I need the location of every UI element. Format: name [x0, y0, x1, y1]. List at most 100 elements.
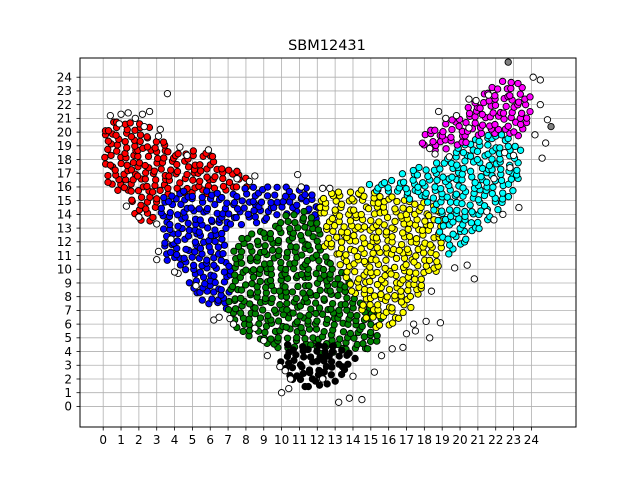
data-point	[173, 211, 182, 219]
data-point	[196, 216, 204, 224]
data-point	[196, 177, 204, 185]
data-point	[506, 164, 514, 172]
x-tick-label: 16	[381, 433, 396, 447]
y-tick-label: 0	[64, 400, 72, 414]
data-point	[160, 154, 168, 162]
data-point	[153, 255, 161, 264]
data-point	[547, 122, 555, 131]
data-point	[348, 195, 356, 203]
data-point	[316, 286, 324, 294]
data-point	[308, 191, 316, 199]
data-point	[218, 229, 226, 238]
data-point	[246, 300, 254, 308]
data-point	[538, 154, 546, 162]
data-point	[348, 287, 356, 295]
data-point	[385, 285, 394, 294]
data-point	[211, 226, 219, 234]
data-point	[470, 275, 478, 283]
data-point	[399, 229, 407, 237]
data-point	[351, 267, 359, 276]
data-point	[350, 247, 359, 255]
y-tick-label: 16	[57, 180, 72, 194]
data-point	[220, 241, 229, 249]
data-point	[282, 265, 290, 274]
data-point	[405, 195, 414, 203]
data-point	[458, 200, 466, 208]
data-point	[170, 268, 179, 276]
data-point	[493, 85, 502, 93]
data-point	[306, 353, 315, 361]
data-point	[402, 210, 410, 219]
data-point	[176, 143, 184, 151]
data-point	[423, 198, 432, 206]
data-point	[284, 217, 292, 226]
data-point	[358, 395, 366, 404]
data-point	[502, 102, 510, 111]
data-point	[373, 244, 381, 252]
data-point	[504, 122, 512, 130]
data-point	[320, 342, 329, 351]
y-tick-label: 19	[57, 139, 72, 153]
data-point	[391, 292, 399, 300]
data-point	[114, 186, 122, 194]
data-point	[410, 258, 418, 266]
data-point	[281, 283, 289, 291]
data-point	[135, 213, 143, 221]
data-point	[465, 95, 473, 103]
y-tick-label: 20	[57, 125, 72, 139]
data-point	[462, 235, 470, 243]
data-point	[463, 261, 471, 269]
data-point	[370, 292, 379, 300]
data-point	[104, 137, 112, 145]
data-point	[183, 151, 191, 160]
data-point	[323, 315, 332, 324]
data-point	[184, 219, 192, 227]
data-point	[177, 200, 185, 209]
data-point	[323, 380, 331, 388]
data-point	[104, 178, 112, 187]
y-tick-label: 5	[64, 331, 72, 345]
data-point	[343, 228, 352, 237]
data-point	[484, 91, 493, 99]
data-point	[388, 224, 396, 232]
data-point	[311, 377, 320, 385]
data-point	[343, 306, 351, 314]
data-point	[399, 343, 407, 352]
data-point	[124, 109, 132, 117]
data-point	[439, 222, 448, 230]
data-point	[404, 286, 412, 295]
data-point	[380, 221, 388, 229]
data-point	[417, 275, 425, 283]
data-point	[318, 310, 327, 318]
data-point	[494, 125, 503, 134]
y-tick-label: 4	[64, 345, 72, 359]
data-point	[260, 247, 268, 256]
data-point	[449, 230, 457, 238]
data-point	[466, 152, 475, 160]
data-point	[225, 178, 234, 187]
data-point	[339, 328, 348, 336]
data-point	[461, 207, 469, 216]
data-point	[233, 167, 241, 175]
data-point	[167, 166, 175, 174]
x-tick-label: 7	[224, 433, 232, 447]
y-tick-label: 21	[57, 112, 72, 126]
data-point	[161, 239, 169, 247]
data-point	[246, 254, 255, 262]
data-point	[337, 238, 346, 246]
data-point	[163, 90, 172, 98]
data-point	[150, 167, 158, 175]
data-point	[359, 301, 367, 309]
data-point	[504, 193, 513, 201]
data-point	[466, 167, 475, 175]
data-point	[515, 203, 523, 212]
data-point	[318, 375, 327, 383]
data-point	[210, 272, 218, 280]
data-point	[426, 221, 435, 230]
data-point	[448, 125, 456, 134]
data-point	[421, 217, 429, 225]
data-point	[115, 120, 123, 128]
x-tick-label: 12	[310, 433, 325, 447]
data-point	[434, 107, 443, 116]
data-point	[131, 114, 139, 123]
